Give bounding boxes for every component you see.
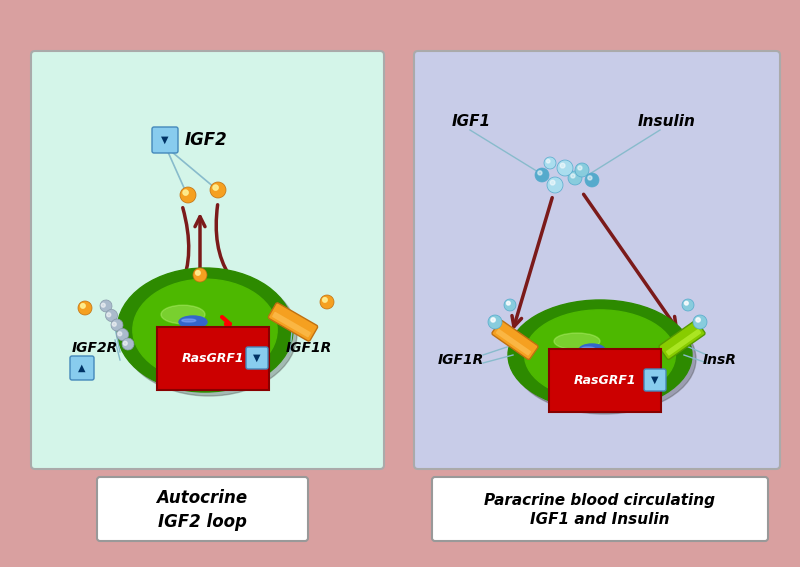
Text: IGF1R: IGF1R bbox=[286, 341, 332, 355]
Text: RasGRF1: RasGRF1 bbox=[182, 352, 244, 365]
Circle shape bbox=[81, 304, 85, 308]
Text: IGF1R: IGF1R bbox=[438, 353, 484, 367]
Circle shape bbox=[575, 163, 589, 177]
Ellipse shape bbox=[182, 319, 196, 322]
Text: InsR: InsR bbox=[703, 353, 737, 367]
Ellipse shape bbox=[512, 304, 696, 414]
Circle shape bbox=[506, 302, 510, 305]
FancyBboxPatch shape bbox=[432, 477, 768, 541]
Text: IGF2: IGF2 bbox=[185, 131, 228, 149]
Circle shape bbox=[504, 299, 516, 311]
Circle shape bbox=[546, 159, 550, 163]
Circle shape bbox=[180, 187, 196, 203]
Circle shape bbox=[570, 174, 575, 178]
Circle shape bbox=[118, 332, 122, 336]
Circle shape bbox=[123, 341, 127, 345]
Text: IGF2R: IGF2R bbox=[72, 341, 118, 355]
Ellipse shape bbox=[161, 305, 205, 324]
Circle shape bbox=[81, 304, 85, 308]
FancyBboxPatch shape bbox=[492, 320, 538, 359]
Circle shape bbox=[193, 268, 207, 282]
Text: IGF1: IGF1 bbox=[452, 115, 491, 129]
FancyBboxPatch shape bbox=[152, 127, 178, 153]
Circle shape bbox=[560, 163, 565, 168]
Circle shape bbox=[547, 177, 563, 193]
Circle shape bbox=[320, 295, 334, 309]
Circle shape bbox=[588, 176, 592, 180]
Ellipse shape bbox=[554, 333, 600, 349]
FancyBboxPatch shape bbox=[414, 51, 780, 469]
Circle shape bbox=[557, 160, 573, 176]
Ellipse shape bbox=[508, 300, 692, 410]
Circle shape bbox=[578, 166, 582, 170]
Circle shape bbox=[550, 180, 555, 185]
Circle shape bbox=[491, 318, 495, 322]
Ellipse shape bbox=[117, 268, 293, 392]
Text: ▼: ▼ bbox=[254, 353, 261, 363]
Text: Insulin: Insulin bbox=[638, 115, 696, 129]
Circle shape bbox=[506, 302, 510, 305]
FancyBboxPatch shape bbox=[268, 303, 318, 341]
Circle shape bbox=[488, 315, 502, 329]
Circle shape bbox=[538, 171, 542, 175]
Ellipse shape bbox=[179, 316, 207, 328]
FancyBboxPatch shape bbox=[644, 369, 666, 391]
FancyBboxPatch shape bbox=[70, 356, 94, 380]
FancyBboxPatch shape bbox=[272, 312, 311, 337]
Circle shape bbox=[112, 322, 116, 326]
FancyBboxPatch shape bbox=[496, 329, 531, 356]
Circle shape bbox=[196, 271, 200, 275]
Circle shape bbox=[78, 301, 92, 315]
Text: Autocrine
IGF2 loop: Autocrine IGF2 loop bbox=[157, 489, 247, 531]
Circle shape bbox=[585, 173, 599, 187]
Circle shape bbox=[183, 190, 188, 195]
Circle shape bbox=[685, 302, 688, 305]
Circle shape bbox=[696, 318, 700, 322]
Circle shape bbox=[102, 303, 106, 307]
Circle shape bbox=[544, 157, 556, 169]
Text: ▼: ▼ bbox=[162, 135, 169, 145]
FancyBboxPatch shape bbox=[246, 347, 268, 369]
FancyBboxPatch shape bbox=[659, 320, 705, 359]
Circle shape bbox=[322, 298, 327, 302]
Circle shape bbox=[196, 270, 200, 275]
Circle shape bbox=[100, 300, 112, 312]
Ellipse shape bbox=[582, 347, 594, 350]
Text: RasGRF1: RasGRF1 bbox=[574, 374, 636, 387]
Circle shape bbox=[117, 328, 129, 341]
FancyBboxPatch shape bbox=[31, 51, 384, 469]
Circle shape bbox=[696, 318, 700, 322]
Ellipse shape bbox=[579, 344, 605, 356]
Text: ▼: ▼ bbox=[651, 375, 658, 385]
Ellipse shape bbox=[121, 272, 297, 396]
Circle shape bbox=[106, 310, 118, 321]
Circle shape bbox=[183, 190, 188, 195]
Circle shape bbox=[122, 338, 134, 350]
FancyBboxPatch shape bbox=[97, 477, 308, 541]
FancyBboxPatch shape bbox=[666, 329, 702, 356]
Circle shape bbox=[106, 313, 110, 317]
Circle shape bbox=[693, 315, 707, 329]
Circle shape bbox=[213, 185, 218, 190]
Text: ▲: ▲ bbox=[78, 363, 86, 373]
Ellipse shape bbox=[525, 310, 675, 400]
Circle shape bbox=[210, 182, 226, 198]
Circle shape bbox=[213, 185, 218, 190]
Circle shape bbox=[111, 319, 123, 331]
Circle shape bbox=[490, 318, 495, 322]
Text: Paracrine blood circulating
IGF1 and Insulin: Paracrine blood circulating IGF1 and Ins… bbox=[485, 493, 715, 527]
Circle shape bbox=[322, 298, 327, 302]
Ellipse shape bbox=[133, 279, 277, 381]
Circle shape bbox=[685, 302, 688, 305]
Circle shape bbox=[535, 168, 549, 182]
Circle shape bbox=[682, 299, 694, 311]
Circle shape bbox=[568, 171, 582, 185]
